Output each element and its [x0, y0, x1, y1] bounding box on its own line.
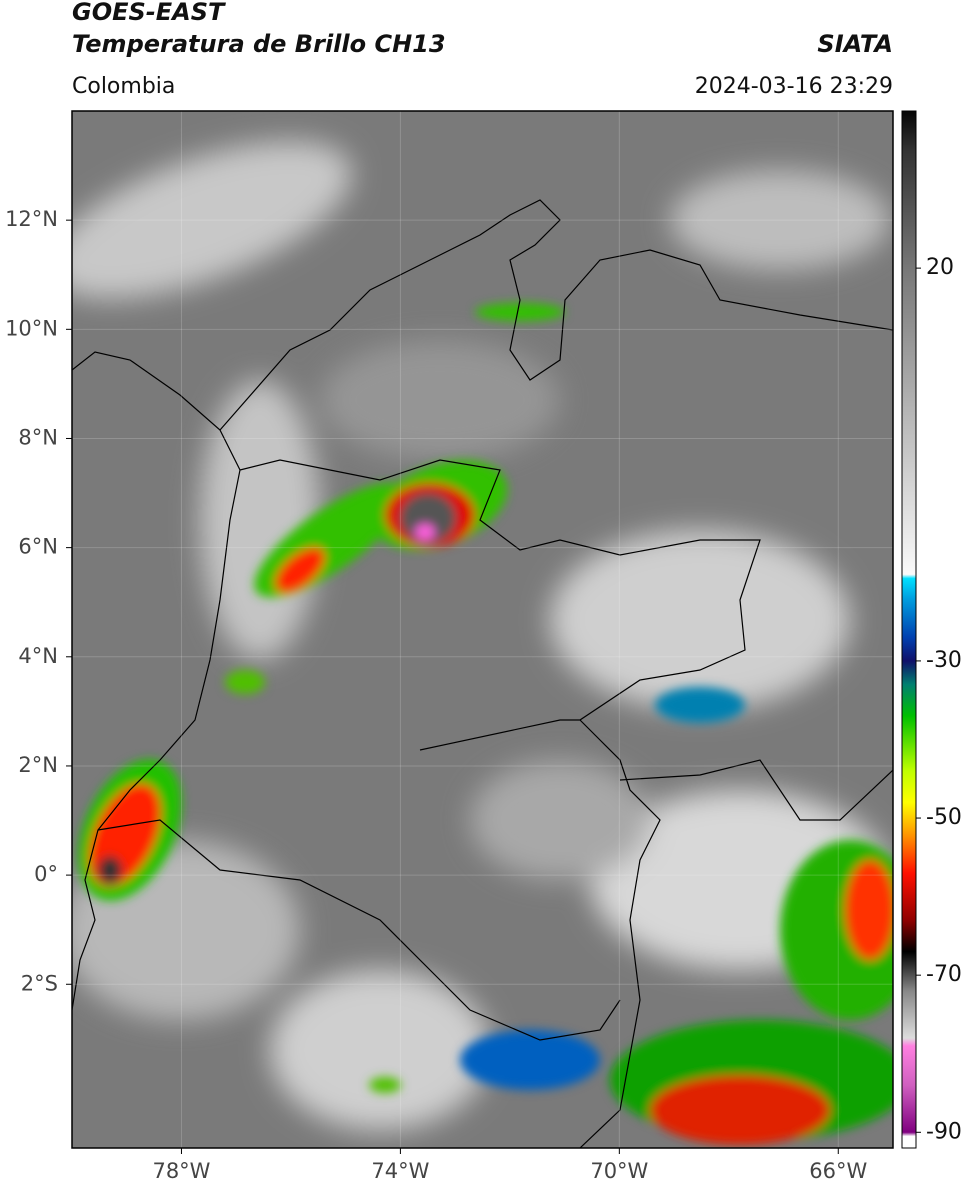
timestamp: 2024-03-16 23:29 [695, 74, 893, 99]
y-tick-label: 0° [34, 862, 58, 886]
x-tick-label: 74°W [371, 1159, 429, 1183]
x-tick-label: 70°W [590, 1159, 648, 1183]
y-tick-label: 4°N [18, 644, 58, 668]
colorbar-tick-label: -50 [926, 805, 962, 830]
y-tick-label: 6°N [18, 535, 58, 559]
y-tick-label: 2°N [18, 753, 58, 777]
source: SIATA [817, 30, 893, 58]
grid [72, 111, 893, 1148]
x-tick-label: 66°W [809, 1159, 867, 1183]
colorbar-tick-label: -70 [926, 962, 962, 987]
colorbar-tick-label: -90 [926, 1119, 962, 1144]
subtitle: Temperatura de Brillo CH13 [72, 30, 446, 58]
colorbar-tick-label: 20 [926, 255, 954, 280]
y-tick-label: 10°N [5, 316, 58, 340]
y-tick-label: 2°S [21, 971, 58, 995]
y-tick-label: 12°N [5, 207, 58, 231]
map-frame [71, 110, 894, 1149]
convection [78, 303, 893, 1145]
satellite-image [72, 111, 893, 1148]
region: Colombia [72, 74, 175, 99]
colorbar [901, 110, 917, 1149]
colorbar-tick-label: -30 [926, 648, 962, 673]
coastline [72, 199, 893, 1011]
title: GOES-EAST [72, 0, 226, 26]
y-tick-label: 8°N [18, 425, 58, 449]
borders [97, 459, 893, 1148]
x-tick-label: 78°W [152, 1159, 210, 1183]
